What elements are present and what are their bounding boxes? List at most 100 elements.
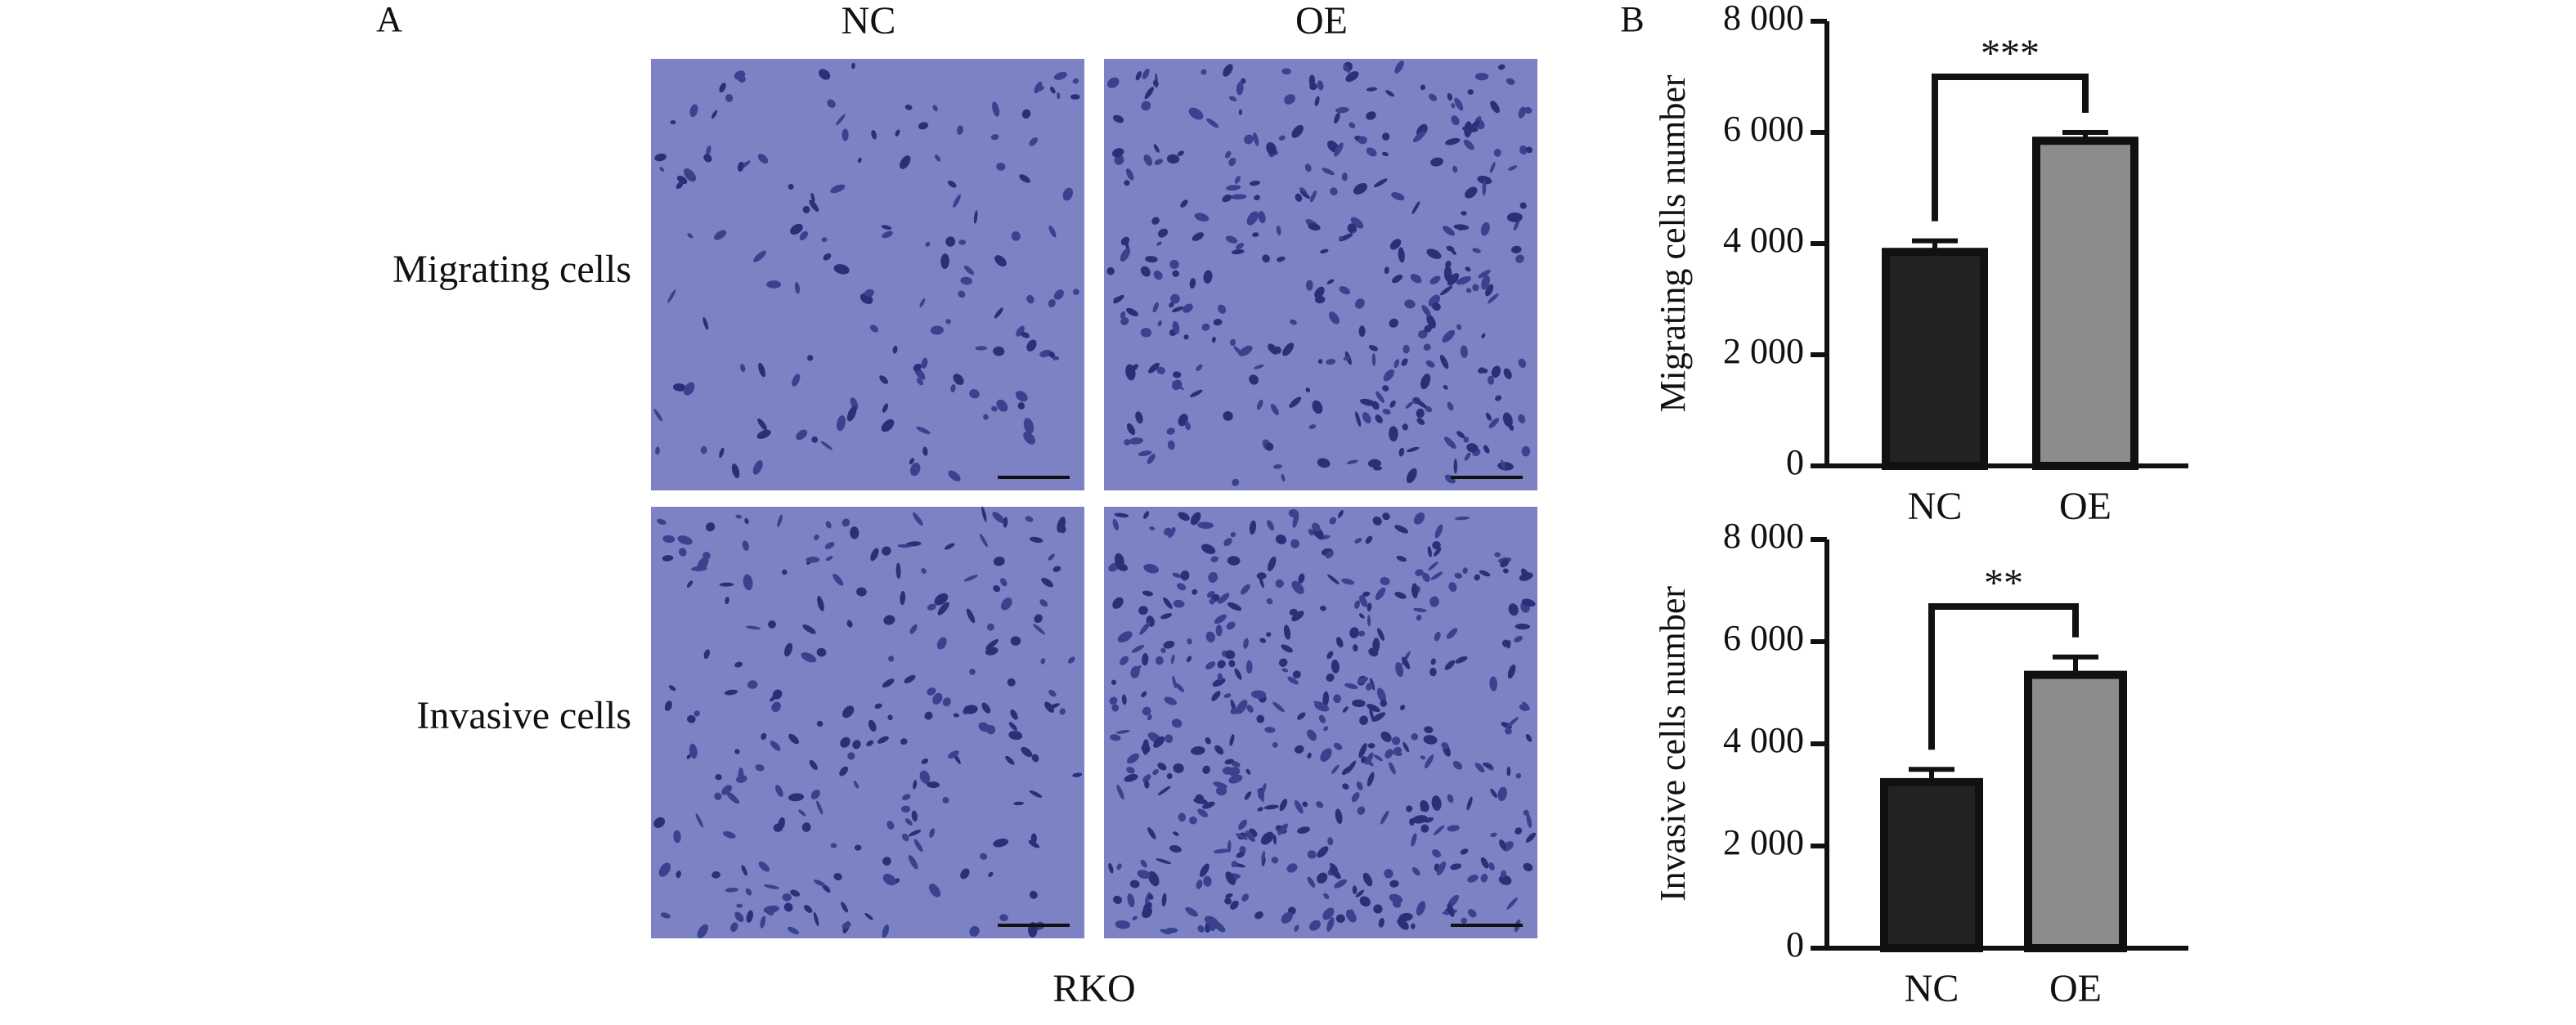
cell	[1258, 211, 1266, 224]
cell	[1380, 731, 1392, 742]
cell	[1289, 396, 1302, 408]
cell	[1245, 660, 1253, 674]
cell	[770, 741, 781, 751]
cell	[697, 924, 708, 938]
cell	[1454, 97, 1464, 111]
cell	[1479, 570, 1491, 577]
y-tick-label: 8 000	[1723, 516, 1804, 556]
cell	[1317, 846, 1329, 858]
cell	[1465, 288, 1472, 293]
cell	[1163, 527, 1172, 536]
cell	[1389, 318, 1399, 328]
cell	[1423, 343, 1431, 351]
cell	[1196, 880, 1203, 889]
cell	[1214, 745, 1224, 755]
cell	[734, 661, 743, 668]
cell	[1142, 590, 1154, 597]
cell	[1418, 329, 1428, 339]
cell	[1413, 607, 1427, 612]
cell	[1141, 691, 1147, 698]
cell	[1112, 518, 1119, 530]
cell	[1236, 81, 1244, 96]
cell	[1137, 870, 1151, 880]
cell	[1005, 755, 1015, 765]
cell	[1126, 767, 1135, 774]
cell	[1360, 398, 1376, 406]
cell	[1365, 752, 1374, 765]
cell	[1526, 812, 1532, 828]
cell	[658, 862, 671, 877]
cell	[1416, 408, 1425, 419]
cell	[1314, 295, 1326, 304]
cell	[1126, 423, 1136, 436]
cell	[948, 470, 961, 481]
cell	[1456, 224, 1463, 231]
cell	[662, 535, 675, 544]
cell	[1072, 289, 1079, 296]
bar	[2024, 670, 2127, 952]
cell	[1372, 516, 1382, 526]
cell	[777, 514, 783, 527]
cell	[1515, 827, 1523, 835]
cell	[1480, 873, 1488, 883]
cell	[924, 711, 933, 720]
cell	[1048, 553, 1055, 561]
cell	[1382, 385, 1389, 392]
cell	[1116, 785, 1124, 800]
cell	[839, 766, 849, 777]
cell	[1430, 571, 1443, 580]
cell	[960, 868, 970, 880]
cell	[925, 241, 931, 247]
cell	[904, 104, 913, 110]
cell	[1278, 135, 1286, 141]
cell	[1052, 566, 1061, 572]
cell	[1114, 512, 1129, 518]
cell	[1048, 298, 1056, 308]
cell	[1358, 743, 1367, 759]
cell	[1026, 339, 1037, 351]
cell	[983, 414, 989, 420]
cell	[686, 580, 693, 589]
cell	[1443, 436, 1456, 449]
cell	[1463, 139, 1474, 150]
cell	[1177, 583, 1187, 591]
cell	[1483, 445, 1490, 454]
y-axis-title: Invasive cells number	[1653, 586, 1693, 902]
cell	[882, 546, 891, 556]
cell	[947, 180, 957, 188]
cell	[1106, 77, 1120, 88]
cell	[1202, 801, 1215, 809]
cell	[1426, 248, 1442, 259]
cell	[1286, 863, 1298, 873]
cell	[1411, 815, 1428, 824]
cell	[868, 719, 877, 732]
cell	[771, 701, 781, 713]
cell	[1272, 835, 1277, 845]
cell	[664, 700, 672, 711]
cell	[1331, 764, 1340, 774]
cell	[1497, 786, 1507, 802]
cell	[753, 250, 766, 262]
cell	[706, 522, 716, 532]
cell	[1491, 365, 1501, 378]
cell	[1344, 683, 1358, 690]
cell	[1245, 830, 1255, 843]
cell	[1382, 409, 1391, 415]
cell	[895, 129, 900, 137]
cell	[653, 409, 663, 422]
cell	[1029, 890, 1038, 899]
cell	[975, 346, 988, 351]
cell	[1276, 225, 1281, 235]
cell	[1236, 700, 1248, 714]
cell	[1140, 328, 1152, 338]
cell	[851, 62, 855, 69]
column-label: OE	[1295, 0, 1348, 43]
cell	[857, 157, 862, 163]
cell	[1378, 918, 1384, 928]
significance-bracket	[1928, 603, 2079, 750]
cell	[1070, 94, 1080, 100]
cell	[1375, 414, 1383, 423]
cell	[856, 587, 867, 597]
cell	[1313, 700, 1327, 707]
cell	[1485, 284, 1494, 297]
